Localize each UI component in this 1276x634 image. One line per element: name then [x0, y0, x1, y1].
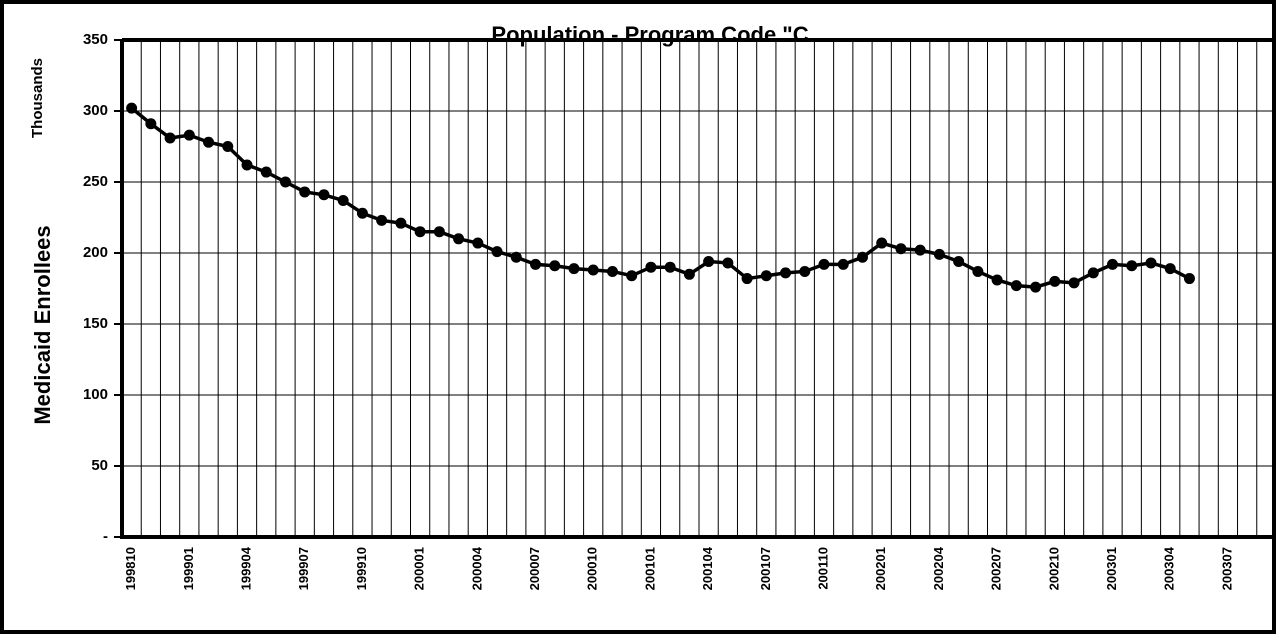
data-point [241, 159, 253, 171]
x-tick-label: 199907 [296, 547, 311, 590]
data-point [914, 244, 926, 256]
data-point [818, 258, 830, 270]
data-point [260, 166, 272, 178]
x-tick-label: 200207 [989, 547, 1004, 590]
data-point [433, 226, 445, 238]
x-tick-label: 199901 [181, 547, 196, 590]
x-tick-label: 200010 [585, 547, 600, 590]
chart-title: Population - Program Code "C [491, 22, 808, 47]
data-point [606, 265, 618, 277]
data-point [491, 246, 503, 258]
data-point [337, 194, 349, 206]
data-point [1126, 260, 1138, 272]
data-point [1049, 275, 1061, 287]
data-point [356, 207, 368, 219]
data-point [145, 118, 157, 130]
x-tick-label: 200110 [815, 547, 830, 590]
y-tick-label: - [103, 528, 108, 545]
data-point [876, 237, 888, 249]
data-point [856, 251, 868, 263]
data-point [933, 248, 945, 260]
data-point [318, 189, 330, 201]
data-point [895, 243, 907, 255]
y-tick-label: 250 [83, 173, 108, 190]
data-point [376, 214, 388, 226]
data-point [299, 186, 311, 198]
data-point [741, 273, 753, 285]
x-tick-label: 200301 [1104, 547, 1119, 590]
data-point [472, 237, 484, 249]
data-point [568, 263, 580, 275]
y-tick-label: 50 [91, 457, 108, 474]
data-point [703, 256, 715, 268]
data-point [1107, 258, 1119, 270]
data-point [126, 102, 138, 114]
data-point [1010, 280, 1022, 292]
data-point [183, 129, 195, 141]
data-point [279, 176, 291, 188]
y-tick-label: 300 [83, 102, 108, 119]
y-tick-label: 200 [83, 244, 108, 261]
data-point [1164, 263, 1176, 275]
data-point [645, 261, 657, 273]
data-point [760, 270, 772, 282]
data-point [780, 267, 792, 279]
data-point [837, 258, 849, 270]
y-tick-label: 350 [83, 31, 108, 48]
data-point [164, 132, 176, 144]
x-tick-label: 200104 [700, 546, 715, 590]
x-tick-label: 200307 [1219, 547, 1234, 590]
x-tick-label: 200004 [469, 546, 484, 590]
data-point [799, 265, 811, 277]
x-tick-label: 200101 [642, 547, 657, 590]
data-point [1145, 257, 1157, 269]
data-point [414, 226, 426, 238]
x-tick-label: 200304 [1162, 546, 1177, 590]
data-point [1030, 281, 1042, 293]
x-tick-label: 200201 [873, 547, 888, 590]
data-point [549, 260, 561, 272]
x-tick-label: 200001 [412, 547, 427, 590]
data-point [1068, 277, 1080, 289]
y-tick-label: 100 [83, 386, 108, 403]
y-units-label: Thousands [29, 58, 46, 138]
x-tick-label: 199810 [123, 547, 138, 590]
data-point [664, 261, 676, 273]
x-tick-label: 199904 [238, 546, 253, 590]
data-point [530, 258, 542, 270]
data-point [1183, 273, 1195, 285]
data-point [972, 265, 984, 277]
x-tick-label: 199910 [354, 547, 369, 590]
data-point [222, 141, 234, 152]
y-tick-label: 150 [83, 315, 108, 332]
data-point [395, 217, 407, 229]
data-point [722, 257, 734, 269]
data-point [203, 136, 215, 148]
x-tick-label: 200204 [931, 546, 946, 590]
data-point [587, 264, 599, 276]
x-tick-label: 200007 [527, 547, 542, 590]
x-tick-label: 200210 [1046, 547, 1061, 590]
data-point [453, 233, 465, 245]
data-point [991, 274, 1003, 286]
data-point [1087, 267, 1099, 279]
data-point [953, 256, 965, 268]
y-axis-label: Medicaid Enrollees [30, 225, 55, 424]
data-point [683, 268, 695, 280]
data-point [626, 270, 638, 282]
data-point [510, 251, 522, 263]
x-tick-label: 200107 [758, 547, 773, 590]
